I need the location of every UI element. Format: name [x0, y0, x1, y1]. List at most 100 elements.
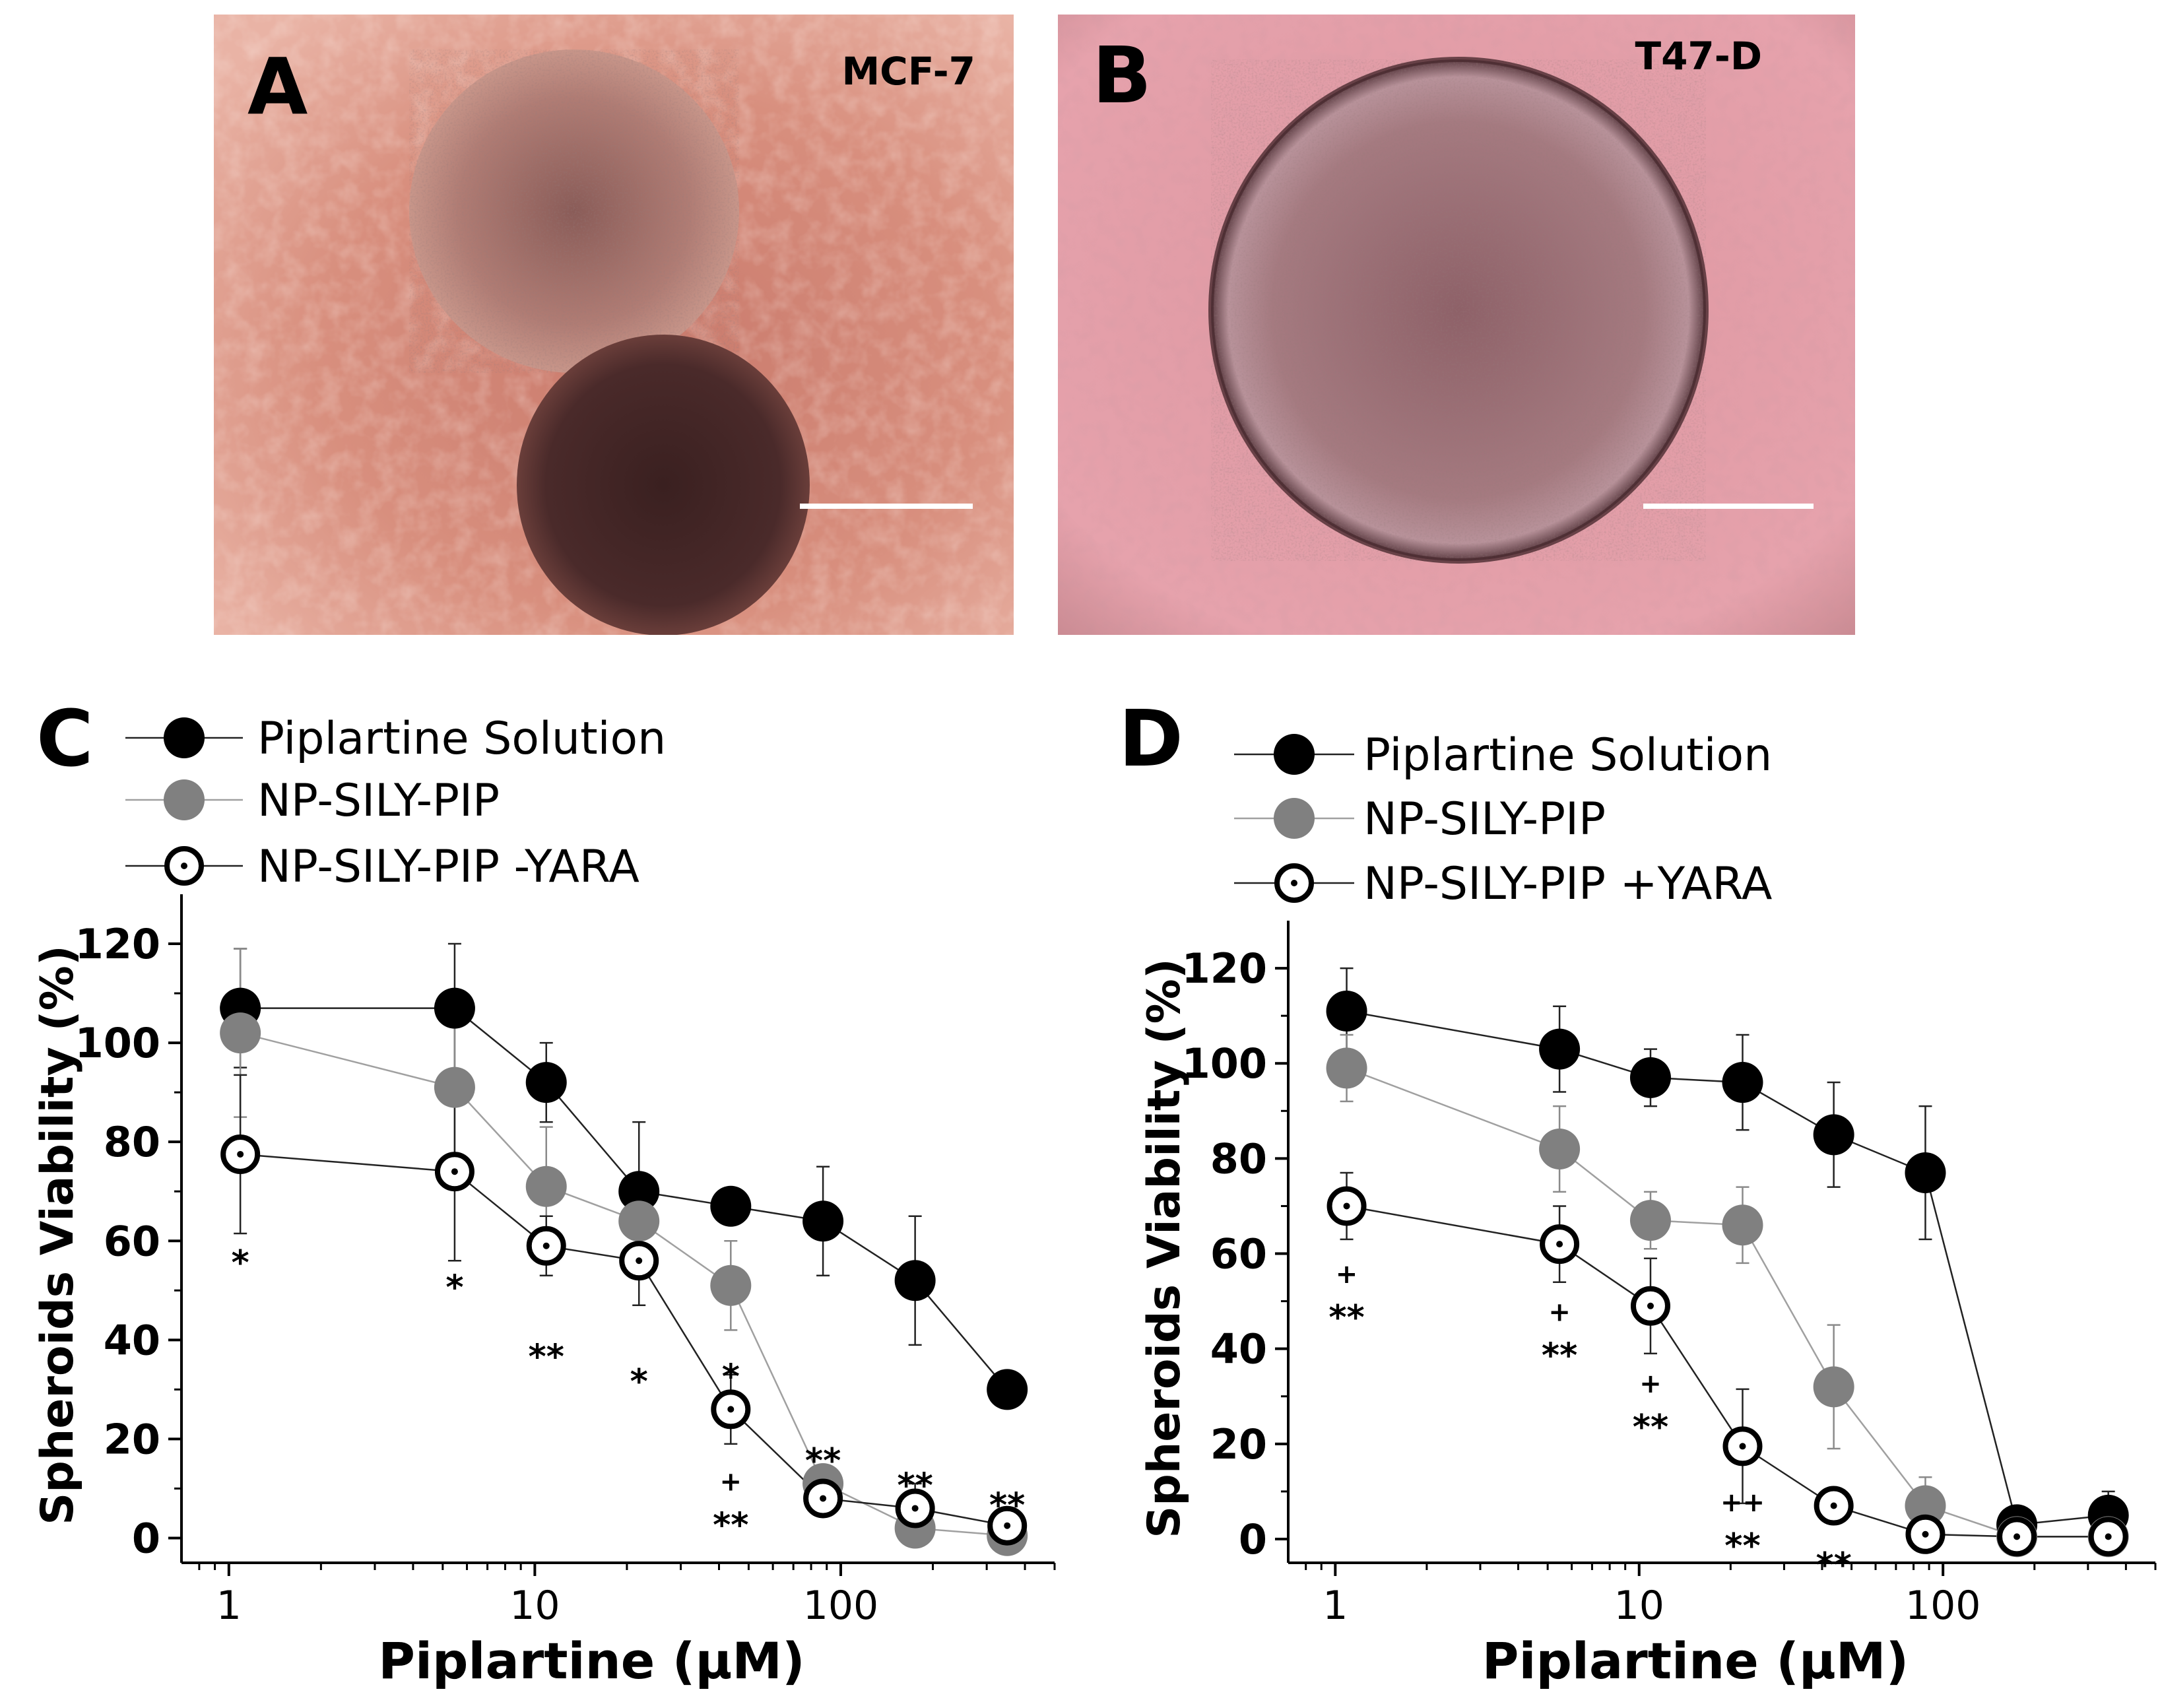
chart-d-series-2-point-dot	[1830, 1502, 1837, 1509]
chart-d-x-tick-label: 1	[1323, 1583, 1348, 1629]
chart-d-series-0-point	[1326, 990, 1367, 1032]
chart-c-series-1-point	[220, 1012, 261, 1054]
chart-c-y-tick-label: 100	[75, 1019, 160, 1067]
chart-d-legend-marker	[1274, 798, 1315, 839]
chart-c-legend-label: NP-SILY-PIP	[257, 775, 500, 827]
chart-d-y-tick-label: 60	[1210, 1230, 1267, 1278]
chart-c-series-0-point	[802, 1200, 844, 1242]
chart-d-series-0-point	[1539, 1028, 1581, 1070]
panel-b-micrograph	[1058, 15, 1855, 635]
panel-a-letter: A	[247, 41, 308, 132]
chart-c-legend-marker	[164, 779, 205, 820]
chart-d-y-tick-label: 0	[1239, 1515, 1267, 1563]
chart-c-series-2-point-dot	[636, 1257, 643, 1265]
chart-c-series-1-line	[240, 1032, 1008, 1536]
chart-c-x-tick-label: 100	[803, 1583, 879, 1629]
chart-c-significance-mark: *	[445, 1268, 463, 1307]
chart-c-y-tick-label: 120	[75, 920, 160, 968]
panel-a-cell-line-label: MCF-7	[841, 49, 975, 94]
chart-d-series-0-point	[1905, 1152, 1946, 1193]
chart-c-y-tick-label: 40	[104, 1316, 160, 1364]
chart-d-significance-mark: **	[1542, 1336, 1577, 1376]
chart-d-significance-mark: +	[1639, 1369, 1662, 1399]
chart-c-significance-mark: **	[897, 1466, 933, 1505]
chart-c-significance-mark: *	[722, 1357, 740, 1396]
chart-d-significance-mark: **	[1328, 1298, 1364, 1338]
chart-d-significance-mark: +	[1336, 1259, 1358, 1290]
chart-d-x-axis-title: Piplartine (μM)	[1482, 1631, 1909, 1690]
chart-d-series-0-point	[1722, 1062, 1763, 1103]
chart-c-significance-mark: **	[805, 1441, 841, 1481]
chart-c-series-0-point	[525, 1062, 567, 1103]
chart-d-y-tick-label: 120	[1182, 944, 1267, 993]
chart-c-y-tick-label: 20	[104, 1415, 160, 1463]
chart-c-significance-mark: *	[630, 1362, 648, 1402]
chart-c-series-2-point-dot	[451, 1168, 458, 1175]
chart-d-series-1-point	[1813, 1366, 1854, 1408]
panel-a-dense-spheroid	[517, 335, 810, 635]
chart-d-legend-label: NP-SILY-PIP	[1363, 793, 1606, 845]
chart-d-series-1-point	[1722, 1204, 1763, 1246]
chart-d-significance-mark: **	[1816, 1546, 1851, 1585]
chart-d-y-tick-label: 100	[1182, 1039, 1267, 1088]
chart-c-series-2-point-dot	[820, 1495, 827, 1502]
chart-c-series-2-point-dot	[542, 1242, 550, 1249]
chart-d-series-1-point	[1905, 1485, 1946, 1527]
chart-d-series-2-point-dot	[1343, 1202, 1350, 1210]
chart-c-series-0-point	[618, 1171, 660, 1212]
panel-b-letter: B	[1092, 30, 1152, 121]
chart-c-significance-mark: +	[720, 1466, 742, 1497]
chart-d-legend-marker	[1274, 734, 1315, 775]
panel-b-cell-line-label: T47-D	[1635, 34, 1763, 79]
chart-d-series-2-point-dot	[1922, 1530, 1929, 1538]
chart-c-legend-marker-dot	[181, 863, 187, 869]
chart-d-series-0-point	[1629, 1057, 1671, 1098]
chart-d-x-tick-label: 100	[1905, 1583, 1981, 1629]
chart-d-series-2-point-dot	[2013, 1533, 2021, 1540]
chart-d-series-2-point-dot	[2105, 1533, 2112, 1540]
chart-c-x-tick-label: 1	[216, 1583, 242, 1629]
chart-c-significance-mark: *	[232, 1243, 249, 1283]
chart-c-x-tick-label: 10	[509, 1583, 560, 1629]
panel-b-scale-bar	[1643, 504, 1814, 509]
chart-c-series-0-point	[710, 1185, 752, 1227]
chart-d-series-1-point	[1326, 1047, 1367, 1089]
panel-c-letter: C	[36, 693, 94, 784]
chart-d-y-tick-label: 20	[1210, 1420, 1267, 1468]
chart-c-legend-label: Piplartine Solution	[257, 713, 666, 765]
chart-d-y-tick-label: 40	[1210, 1325, 1267, 1373]
chart-c-x-axis-title: Piplartine (μM)	[378, 1631, 804, 1690]
chart-c-legend-marker	[164, 717, 205, 758]
chart-c-y-tick-label: 80	[104, 1118, 160, 1166]
chart-d-y-tick-label: 80	[1210, 1134, 1267, 1183]
chart-d-significance-mark: ++	[1720, 1488, 1765, 1518]
chart-d-series-1-point	[1629, 1200, 1671, 1241]
panel-a-scale-bar	[800, 504, 973, 509]
chart-c-significance-mark: **	[713, 1505, 748, 1545]
chart-c-series-2-point-dot	[1004, 1522, 1011, 1529]
chart-c-significance-mark: **	[989, 1486, 1025, 1525]
chart-c-series-0-point	[987, 1369, 1028, 1410]
chart-d-significance-mark: **	[1724, 1527, 1760, 1566]
chart-d-series-1-point	[1539, 1128, 1581, 1169]
chart-d-series-2-point-dot	[1647, 1302, 1654, 1309]
chart-c-series-1-point	[434, 1067, 475, 1108]
chart-d-series-2-point-dot	[1739, 1443, 1746, 1450]
chart-d-y-axis-title: Spheroids Viability (%)	[1138, 958, 1191, 1538]
panel-a-micrograph	[214, 15, 1014, 635]
panel-d-letter: D	[1119, 693, 1183, 784]
chart-d-series-1-line	[1346, 1067, 2109, 1538]
chart-d-legend-label: NP-SILY-PIP +YARA	[1363, 858, 1772, 910]
chart-c-series-0-point	[894, 1260, 936, 1301]
chart-c-series-1-point	[710, 1265, 752, 1306]
chart-c-series-2-point-dot	[727, 1406, 735, 1413]
chart-c-significance-mark: **	[529, 1337, 564, 1377]
chart-c-series-2-point-dot	[237, 1150, 244, 1158]
chart-d-legend-marker-dot	[1291, 880, 1297, 886]
chart-c-y-axis-title: Spheroids Viability (%)	[32, 945, 84, 1525]
chart-c-legend-label: NP-SILY-PIP -YARA	[257, 841, 639, 893]
chart-d-significance-mark: +	[1548, 1297, 1571, 1328]
chart-d-legend-label: Piplartine Solution	[1363, 729, 1772, 781]
